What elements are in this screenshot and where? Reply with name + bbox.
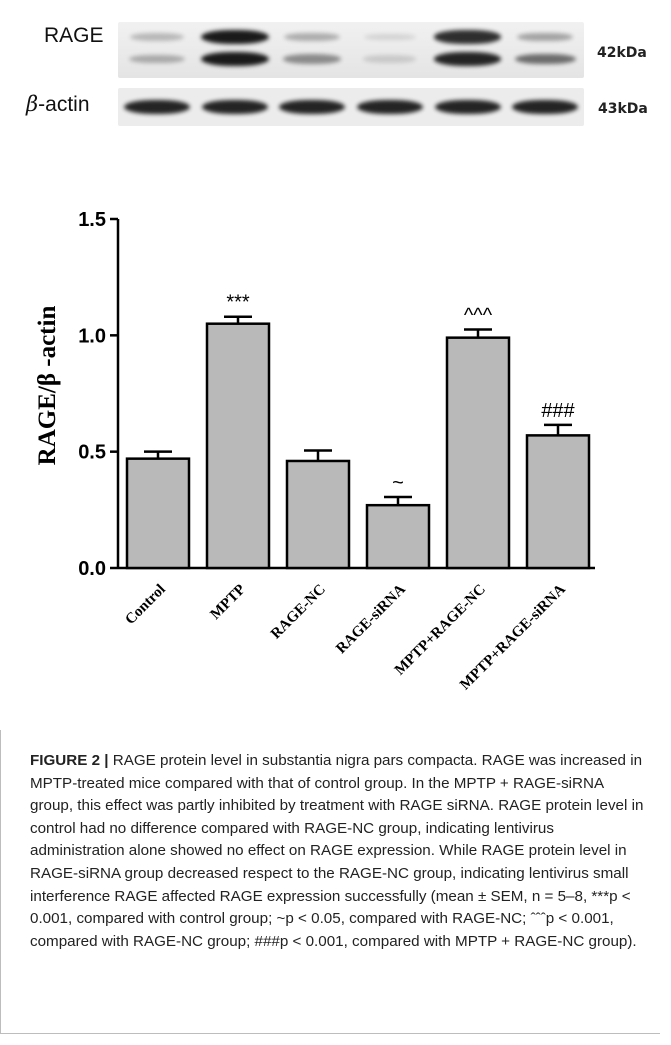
rage-lower-band-5 <box>433 52 502 66</box>
bar-4 <box>445 336 511 570</box>
rage-blot-strip <box>118 22 584 78</box>
rage-upper-band-3 <box>284 32 340 42</box>
blot-label-rage: RAGE <box>44 24 104 47</box>
actin-band-1 <box>123 100 190 114</box>
bar-3 <box>365 503 431 570</box>
x-tick-label-3: RAGE-siRNA <box>333 581 409 657</box>
bar-chart: 0.0 0.5 1.0 1.5 RAGE/β -actin Control *** MPTP R… <box>0 175 671 725</box>
rage-upper-band-1 <box>129 33 185 41</box>
blot-label-beta-actin: β-actin <box>26 92 90 117</box>
caption-frame <box>0 730 660 1034</box>
rage-upper-band-5 <box>434 30 501 44</box>
caption-text: RAGE protein level in substantia nigra p… <box>30 752 644 950</box>
x-tick-label-2: RAGE-NC <box>268 582 329 643</box>
figure-label: FIGURE 2 | <box>30 752 109 769</box>
bar-0 <box>125 457 191 570</box>
x-tick-label-0: Control <box>122 582 168 628</box>
rage-lower-band-6 <box>514 53 576 65</box>
rage-lower-band-2 <box>200 52 269 66</box>
rage-upper-band-2 <box>200 30 269 44</box>
significance-label-5: ### <box>541 400 575 422</box>
y-tick-label-1: 0.5 <box>78 442 106 464</box>
rage-upper-band-6 <box>517 32 574 42</box>
rage-lower-band-1 <box>129 54 185 64</box>
y-tick-label-0: 0.0 <box>78 558 106 580</box>
actin-band-4 <box>356 100 423 114</box>
rage-lower-band-4 <box>363 55 417 63</box>
x-tick-label-1: MPTP <box>207 582 248 623</box>
y-tick-label-2: 1.0 <box>78 325 106 347</box>
bar-1 <box>205 322 271 570</box>
bar-2 <box>285 459 351 570</box>
actin-text: -actin <box>38 93 90 116</box>
actin-blot-strip <box>118 88 584 126</box>
rage-lower-band-3 <box>283 54 342 64</box>
rage-kda-label: 42kDa <box>597 45 647 61</box>
bar-chart-svg: 0.0 0.5 1.0 1.5 RAGE/β -actin Control *** MPTP R… <box>34 209 595 693</box>
beta-symbol: β <box>26 92 39 116</box>
actin-band-6 <box>512 100 579 114</box>
significance-label-4: ^^^ <box>464 305 493 327</box>
significance-label-3: ~ <box>392 472 404 494</box>
y-axis-label: RAGE/β -actin <box>34 306 61 466</box>
actin-band-2 <box>201 100 268 114</box>
actin-band-3 <box>279 100 346 114</box>
bar-5 <box>525 434 591 570</box>
rage-upper-band-4 <box>363 33 416 41</box>
actin-band-5 <box>434 100 501 114</box>
significance-label-1: *** <box>226 292 250 314</box>
y-tick-label-3: 1.5 <box>78 209 106 231</box>
actin-kda-label: 43kDa <box>598 101 648 117</box>
western-blot-panel: RAGE β-actin 42kDa 43kDa <box>0 0 671 140</box>
figure-caption: FIGURE 2 | RAGE protein level in substan… <box>30 750 648 953</box>
